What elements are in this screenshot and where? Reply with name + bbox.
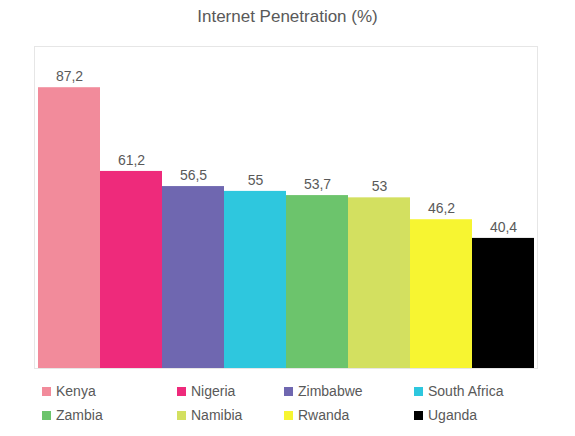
html-text:Zimbabwe: Zimbabwe	[298, 383, 363, 399]
html-text:Uganda: Uganda	[428, 407, 477, 423]
html-text:South Africa: South Africa	[428, 383, 504, 399]
html-text:Rwanda: Rwanda	[298, 407, 350, 423]
svg-text:87,2: 87,2	[56, 68, 83, 84]
html-text:Internet Penetration (%): Internet Penetration (%)	[197, 7, 378, 26]
svg-text:55: 55	[248, 172, 264, 188]
svg-text:53,7: 53,7	[304, 176, 331, 192]
svg-text:53: 53	[372, 178, 388, 194]
svg-text:56,5: 56,5	[180, 167, 207, 183]
svg-text:40,4: 40,4	[490, 219, 517, 235]
html-text:Nigeria: Nigeria	[191, 383, 236, 399]
html-text:Zambia: Zambia	[56, 407, 103, 423]
svg-text:61,2: 61,2	[118, 152, 145, 168]
html-text:Kenya: Kenya	[56, 383, 96, 399]
html-text:Namibia: Namibia	[191, 407, 243, 423]
svg-text:46,2: 46,2	[428, 200, 455, 216]
